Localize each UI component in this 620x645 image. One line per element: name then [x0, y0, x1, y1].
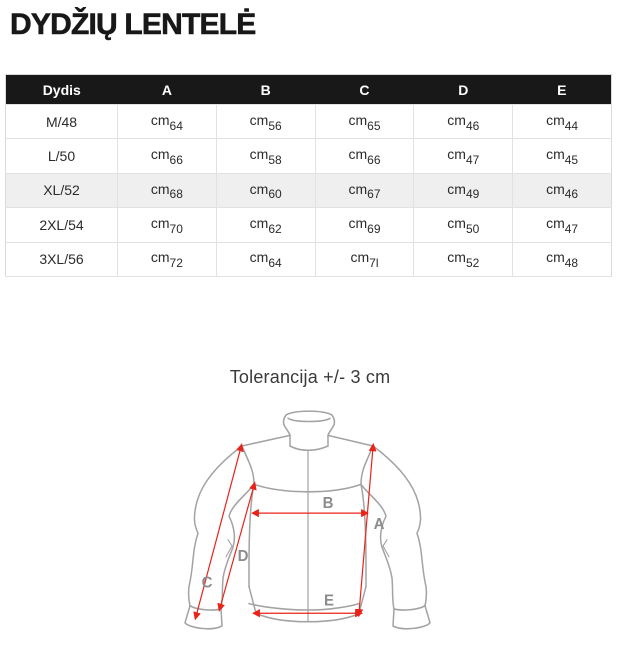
svg-text:A: A — [374, 516, 385, 534]
svg-text:B: B — [323, 494, 334, 512]
svg-text:C: C — [202, 574, 213, 592]
svg-text:D: D — [238, 548, 249, 566]
svg-text:E: E — [324, 592, 334, 610]
